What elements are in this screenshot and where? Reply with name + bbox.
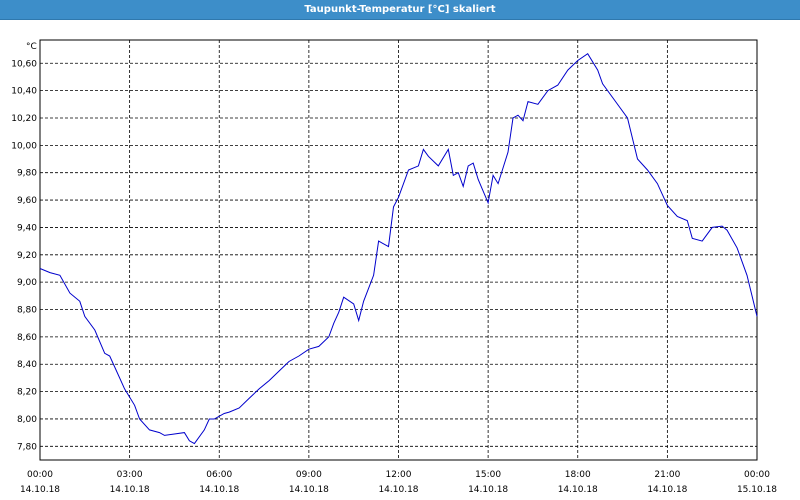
y-axis-ticks: 7,80 8,00 8,20 8,40 8,60 8,80 9,00 9,20 9,40 9,60… <box>11 59 37 452</box>
y-tick-label: 9,60 <box>17 196 37 206</box>
x-tick-date: 14.10.18 <box>289 485 329 495</box>
window-title: Taupunkt-Temperatur [°C] skaliert <box>0 0 800 20</box>
y-tick-label: 9,20 <box>17 251 37 261</box>
y-tick-label: 10,40 <box>11 87 37 97</box>
x-tick-date: 15.10.18 <box>737 485 777 495</box>
x-tick-time: 03:00 <box>117 470 143 480</box>
y-tick-label: 8,40 <box>17 360 37 370</box>
y-tick-label: 8,20 <box>17 388 37 398</box>
x-tick-date: 14.10.18 <box>199 485 239 495</box>
y-tick-label: 8,00 <box>17 415 37 425</box>
x-tick-date: 14.10.18 <box>20 485 60 495</box>
x-tick-date: 14.10.18 <box>110 485 150 495</box>
y-tick-label: 10,00 <box>11 141 37 151</box>
x-tick-date: 14.10.18 <box>647 485 687 495</box>
y-tick-label: 7,80 <box>17 442 37 452</box>
x-tick-time: 00:00 <box>744 470 770 480</box>
x-tick-time: 21:00 <box>654 470 680 480</box>
y-tick-label: 8,60 <box>17 333 37 343</box>
x-tick-time: 06:00 <box>206 470 232 480</box>
x-tick-time: 00:00 <box>27 470 53 480</box>
y-tick-label: 9,80 <box>17 169 37 179</box>
x-tick-time: 15:00 <box>475 470 501 480</box>
x-tick-time: 12:00 <box>386 470 412 480</box>
y-tick-label: 8,80 <box>17 306 37 316</box>
x-axis-ticks: 00:00 14.10.18 03:00 14.10.18 06:00 14.10.18 0… <box>20 470 777 495</box>
x-tick-date: 14.10.18 <box>558 485 598 495</box>
y-axis-unit: °C <box>26 42 37 52</box>
x-tick-date: 14.10.18 <box>378 485 418 495</box>
x-tick-time: 09:00 <box>296 470 322 480</box>
x-tick-time: 18:00 <box>565 470 591 480</box>
y-tick-label: 9,40 <box>17 223 37 233</box>
x-tick-date: 14.10.18 <box>468 485 508 495</box>
grid <box>40 40 757 460</box>
y-tick-label: 10,60 <box>11 59 37 69</box>
series-line <box>39 52 758 445</box>
y-tick-label: 10,20 <box>11 114 37 124</box>
y-tick-label: 9,00 <box>17 278 37 288</box>
